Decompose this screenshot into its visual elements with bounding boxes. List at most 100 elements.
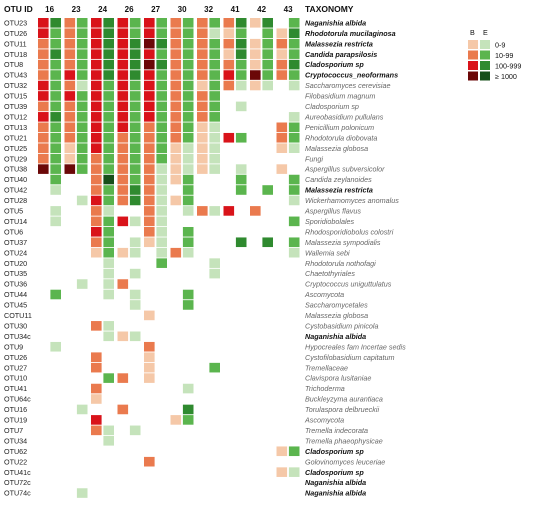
heatmap-cell-e bbox=[182, 70, 194, 80]
heatmap-cell-e bbox=[129, 143, 141, 153]
heatmap-cell-b bbox=[64, 28, 76, 39]
heatmap-cell-e bbox=[182, 206, 194, 216]
heatmap-cell-b bbox=[64, 101, 76, 112]
heatmap-cell-e bbox=[182, 91, 194, 101]
heatmap-cell-e bbox=[50, 206, 61, 216]
heatmap-cell-e bbox=[129, 132, 141, 143]
heatmap-cell-e bbox=[50, 153, 61, 164]
heatmap-cell-b bbox=[38, 101, 49, 112]
heatmap-cell-e bbox=[182, 112, 194, 122]
heatmap-cell-b bbox=[64, 122, 76, 133]
heatmap-cell-b bbox=[117, 174, 129, 185]
heatmap-cell-e bbox=[103, 268, 114, 279]
heatmap-cell-e bbox=[156, 227, 167, 237]
heatmap-cell-b bbox=[64, 164, 76, 174]
legend-swatch-e bbox=[480, 61, 490, 70]
heatmap-cell-e bbox=[103, 321, 114, 331]
heatmap-cell-b bbox=[117, 143, 129, 153]
taxon-label: Chaetothyriales bbox=[305, 269, 355, 278]
heatmap-cell-e bbox=[50, 143, 61, 153]
heatmap-cell-e bbox=[209, 122, 220, 133]
otu-label: OTU27 bbox=[4, 363, 27, 372]
taxon-label: Torulaspora delbrueckii bbox=[305, 405, 379, 414]
otu-label: OTU23 bbox=[4, 18, 27, 27]
heatmap-cell-e bbox=[76, 195, 88, 206]
otu-label: OTU34c bbox=[4, 332, 31, 341]
heatmap-cell-e bbox=[103, 80, 114, 91]
heatmap-cell-b bbox=[170, 143, 182, 153]
otu-label: OTU40 bbox=[4, 175, 27, 184]
heatmap-cell-b bbox=[117, 164, 129, 174]
taxon-label: Rhodosporidiobolus colostri bbox=[305, 227, 394, 236]
heatmap-cell-e bbox=[182, 28, 194, 39]
legend-swatch-e bbox=[480, 71, 490, 81]
heatmap-cell-e bbox=[76, 18, 88, 28]
taxon-label: Hypocreales fam Incertae sedis bbox=[305, 342, 406, 351]
heatmap-cell-b bbox=[144, 28, 155, 39]
heatmap-cell-b bbox=[117, 59, 129, 70]
column-labels: 16 23 24 26 27 30 32 41 42 43 bbox=[45, 5, 293, 14]
heatmap-cell-b bbox=[91, 70, 102, 80]
heatmap-cell-e bbox=[156, 59, 167, 70]
heatmap-cell-e bbox=[156, 80, 167, 91]
heatmap-cell-e bbox=[156, 70, 167, 80]
heatmap-cell-e bbox=[103, 91, 114, 101]
heatmap-cell-e bbox=[103, 132, 114, 143]
heatmap-cell-e bbox=[50, 91, 61, 101]
heatmap-cell-e bbox=[50, 70, 61, 80]
otu-label: OTU8 bbox=[4, 60, 23, 69]
heatmap-cell-b bbox=[197, 91, 208, 101]
heatmap-cell-e bbox=[156, 143, 167, 153]
heatmap-cell-b bbox=[197, 112, 208, 122]
heatmap-cell-e bbox=[209, 143, 220, 153]
heatmap-cell-b bbox=[276, 132, 288, 143]
heatmap-cell-b bbox=[223, 70, 235, 80]
heatmap-cell-e bbox=[129, 59, 141, 70]
heatmap-cell-b bbox=[91, 206, 102, 216]
heatmap-cell-e bbox=[235, 80, 247, 91]
heatmap-cell-e bbox=[288, 195, 300, 206]
heatmap-cell-e bbox=[129, 49, 141, 59]
heatmap-cell-e bbox=[156, 122, 167, 133]
heatmap-cell-e bbox=[262, 237, 273, 248]
heatmap-cell-e bbox=[288, 28, 300, 39]
heatmap-cell-e bbox=[235, 101, 247, 112]
heatmap-cell-b bbox=[170, 28, 182, 39]
heatmap-cell-b bbox=[276, 164, 288, 174]
heatmap-cell-b bbox=[144, 373, 155, 383]
heatmap-cell-b bbox=[144, 195, 155, 206]
heatmap-cell-b bbox=[64, 18, 76, 28]
heatmap-cell-b bbox=[117, 331, 129, 342]
heatmap-cell-e bbox=[129, 174, 141, 185]
heatmap-cell-b bbox=[64, 132, 76, 143]
heatmap-cell-e bbox=[209, 59, 220, 70]
heatmap-cell-b bbox=[144, 91, 155, 101]
heatmap-cell-b bbox=[276, 446, 288, 457]
heatmap-cell-e bbox=[209, 101, 220, 112]
heatmap-cell-e bbox=[156, 206, 167, 216]
heatmap-cell-b bbox=[223, 206, 235, 216]
heatmap-cell-e bbox=[235, 164, 247, 174]
otu-label: OTU15 bbox=[4, 92, 27, 101]
heatmap-cell-e bbox=[209, 112, 220, 122]
heatmap-cell-b bbox=[38, 112, 49, 122]
heatmap-cell-e bbox=[103, 436, 114, 446]
heatmap-cell-e bbox=[209, 49, 220, 59]
heatmap-cell-b bbox=[91, 425, 102, 436]
heatmap-cell-e bbox=[129, 28, 141, 39]
heatmap-cell-e bbox=[288, 132, 300, 143]
otu-label: OTU29 bbox=[4, 154, 27, 163]
heatmap-cell-b bbox=[91, 153, 102, 164]
heatmap-cell-b bbox=[38, 59, 49, 70]
otu-label: OTU39 bbox=[4, 102, 27, 111]
taxon-label: Naganishia albida bbox=[305, 489, 366, 498]
heatmap-cell-e bbox=[288, 59, 300, 70]
heatmap-cell-b bbox=[91, 164, 102, 174]
heatmap-cell-b bbox=[38, 164, 49, 174]
heatmap-cell-e bbox=[182, 237, 194, 248]
heatmap-cell-e bbox=[209, 258, 220, 268]
otu-id-header: OTU ID bbox=[4, 4, 33, 14]
heatmap-cells bbox=[38, 18, 300, 498]
